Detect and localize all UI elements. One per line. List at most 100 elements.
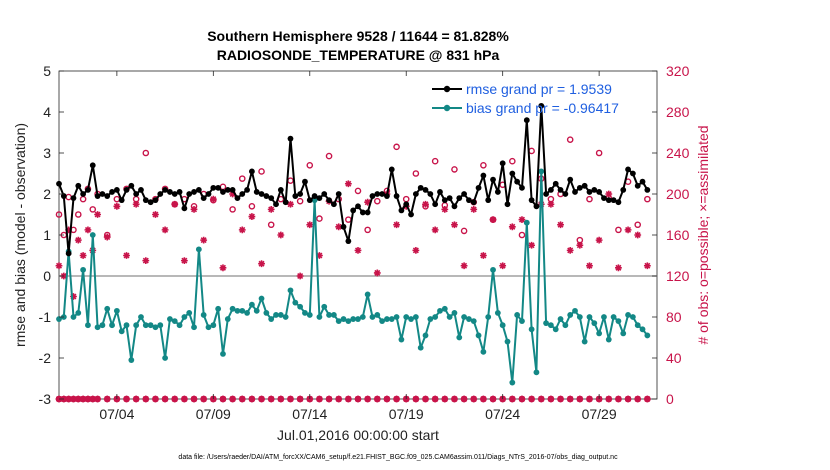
assimilated-obs-marker: [373, 269, 381, 277]
bias-point: [417, 344, 424, 351]
bias-point: [249, 301, 255, 308]
assimilated-obs-base-marker: [393, 395, 400, 403]
assimilated-obs-base-marker: [634, 395, 642, 403]
possible-obs-marker: [267, 221, 275, 229]
bias-point: [562, 322, 569, 329]
assimilated-obs-marker: [566, 246, 574, 254]
assimilated-obs-marker: [643, 262, 651, 270]
assimilated-obs-marker: [113, 202, 121, 210]
rmse-point: [181, 205, 188, 212]
rmse-point: [475, 184, 482, 191]
assimilated-obs-marker: [605, 190, 613, 198]
assimilated-obs-marker: [624, 226, 632, 234]
rmse-point: [461, 191, 467, 197]
assimilated-obs-base-marker: [74, 395, 82, 403]
possible-obs-marker: [644, 195, 651, 203]
possible-obs-marker: [364, 226, 371, 234]
assimilated-obs-base-marker: [547, 395, 555, 403]
y-tick-label: -2: [39, 350, 52, 366]
rmse-point: [379, 191, 386, 197]
assimilated-obs-base-marker: [383, 395, 391, 403]
rmse-point: [321, 191, 328, 197]
y2-tick-label: 0: [666, 391, 674, 407]
rmse-point: [75, 182, 82, 189]
bias-point: [470, 318, 477, 324]
assimilated-obs-marker: [316, 252, 323, 259]
bias-point: [456, 334, 463, 341]
obs-count-markers: [55, 136, 651, 403]
bias-point: [268, 316, 275, 322]
rmse-point: [123, 187, 130, 193]
bias-point: [572, 307, 578, 314]
bias-point: [437, 307, 443, 314]
possible-obs-marker: [431, 157, 439, 165]
bias-point: [234, 307, 241, 314]
rmse-point: [412, 191, 419, 197]
assimilated-obs-base-marker: [277, 395, 285, 403]
possible-obs-marker: [354, 187, 362, 195]
legend-rmse-marker: [443, 85, 451, 93]
rmse-point: [610, 197, 617, 204]
rmse-point: [581, 182, 588, 189]
bias-point: [490, 266, 496, 273]
rmse-point: [287, 135, 294, 142]
bias-point: [167, 316, 173, 322]
rmse-point: [490, 176, 496, 183]
rmse-point: [89, 162, 96, 169]
rmse-point: [258, 191, 265, 197]
bias-point: [118, 328, 125, 335]
rmse-point: [567, 176, 574, 183]
bias-point: [152, 324, 159, 331]
rmse-point: [355, 203, 361, 210]
assimilated-obs-marker: [180, 257, 188, 265]
possible-obs-marker: [480, 161, 487, 169]
possible-obs-marker: [316, 215, 323, 222]
bias-point: [171, 318, 178, 324]
rmse-point: [572, 189, 578, 195]
assimilated-obs-marker: [287, 200, 294, 208]
rmse-point: [422, 187, 429, 193]
bias-point: [523, 219, 530, 226]
bias-point: [302, 310, 308, 316]
bias-point: [321, 303, 328, 310]
assimilated-obs-marker: [634, 231, 642, 239]
bias-point: [364, 291, 371, 298]
bias-point: [586, 314, 593, 320]
possible-obs-marker: [460, 227, 468, 235]
rmse-point: [446, 195, 453, 202]
rmse-point: [80, 191, 87, 197]
x-tick-label: 07/09: [196, 406, 231, 422]
y-tick-label: -3: [39, 391, 52, 407]
rmse-point: [605, 197, 612, 204]
rmse-point: [466, 197, 472, 204]
rmse-point: [94, 193, 101, 199]
bias-point: [70, 314, 77, 320]
legend-bias-marker: [443, 104, 451, 112]
y-tick-label: 3: [43, 145, 51, 161]
bias-point: [639, 326, 646, 333]
assimilated-obs-marker: [200, 236, 208, 244]
assimilated-obs-marker: [152, 211, 159, 218]
y2-tick-label: 200: [666, 186, 690, 202]
possible-obs-marker: [258, 168, 265, 175]
rmse-point: [615, 199, 622, 206]
rmse-point: [557, 187, 564, 193]
rmse-point: [224, 187, 231, 193]
possible-obs-marker: [373, 197, 381, 205]
rmse-point: [620, 187, 627, 193]
rmse-point: [249, 168, 255, 175]
bias-point: [374, 312, 381, 318]
assimilated-obs-base-marker: [152, 395, 159, 403]
bias-point: [311, 197, 318, 204]
assimilated-obs-marker: [364, 198, 372, 206]
rmse-point: [191, 189, 197, 195]
rmse-series: [56, 102, 651, 257]
assimilated-obs-base-marker: [180, 395, 188, 403]
possible-obs-marker: [89, 206, 97, 213]
assimilated-obs-marker: [470, 205, 478, 213]
bias-point: [412, 314, 419, 320]
assimilated-obs-marker: [267, 205, 275, 213]
possible-obs-marker: [248, 202, 256, 210]
rmse-point: [118, 197, 125, 204]
footer-data-file: data file: /Users/raeder/DAI/ATM_forcXX/…: [178, 454, 618, 461]
